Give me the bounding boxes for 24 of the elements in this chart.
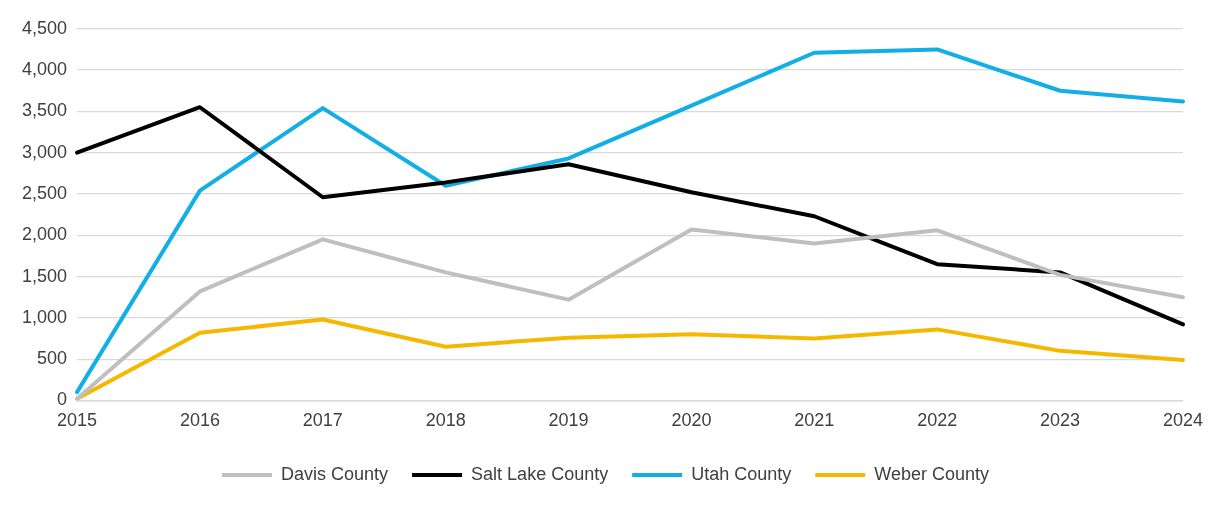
y-tick-label: 4,500 [22, 17, 68, 38]
x-tick-label: 2022 [917, 410, 958, 431]
y-tick-label: 1,000 [22, 306, 68, 327]
y-tick-label: 2,500 [22, 182, 68, 203]
legend-label: Salt Lake County [471, 463, 609, 484]
y-tick-label: 0 [57, 389, 68, 410]
y-tick-label: 4,000 [22, 59, 68, 80]
legend-label: Weber County [874, 463, 989, 484]
y-tick-label: 2,000 [22, 224, 68, 245]
x-tick-label: 2016 [179, 410, 220, 431]
x-tick-label: 2021 [794, 410, 835, 431]
x-tick-label: 2024 [1162, 410, 1203, 431]
x-tick-label: 2020 [671, 410, 712, 431]
x-tick-label: 2019 [548, 410, 589, 431]
x-tick-label: 2017 [302, 410, 343, 431]
x-tick-label: 2023 [1040, 410, 1081, 431]
y-tick-label: 3,000 [22, 141, 68, 162]
x-tick-label: 2015 [57, 410, 98, 431]
legend-label: Utah County [691, 463, 792, 484]
y-tick-label: 1,500 [22, 265, 68, 286]
legend-label: Davis County [281, 463, 389, 484]
y-tick-label: 500 [37, 348, 68, 369]
x-tick-label: 2018 [425, 410, 466, 431]
y-tick-label: 3,500 [22, 100, 68, 121]
